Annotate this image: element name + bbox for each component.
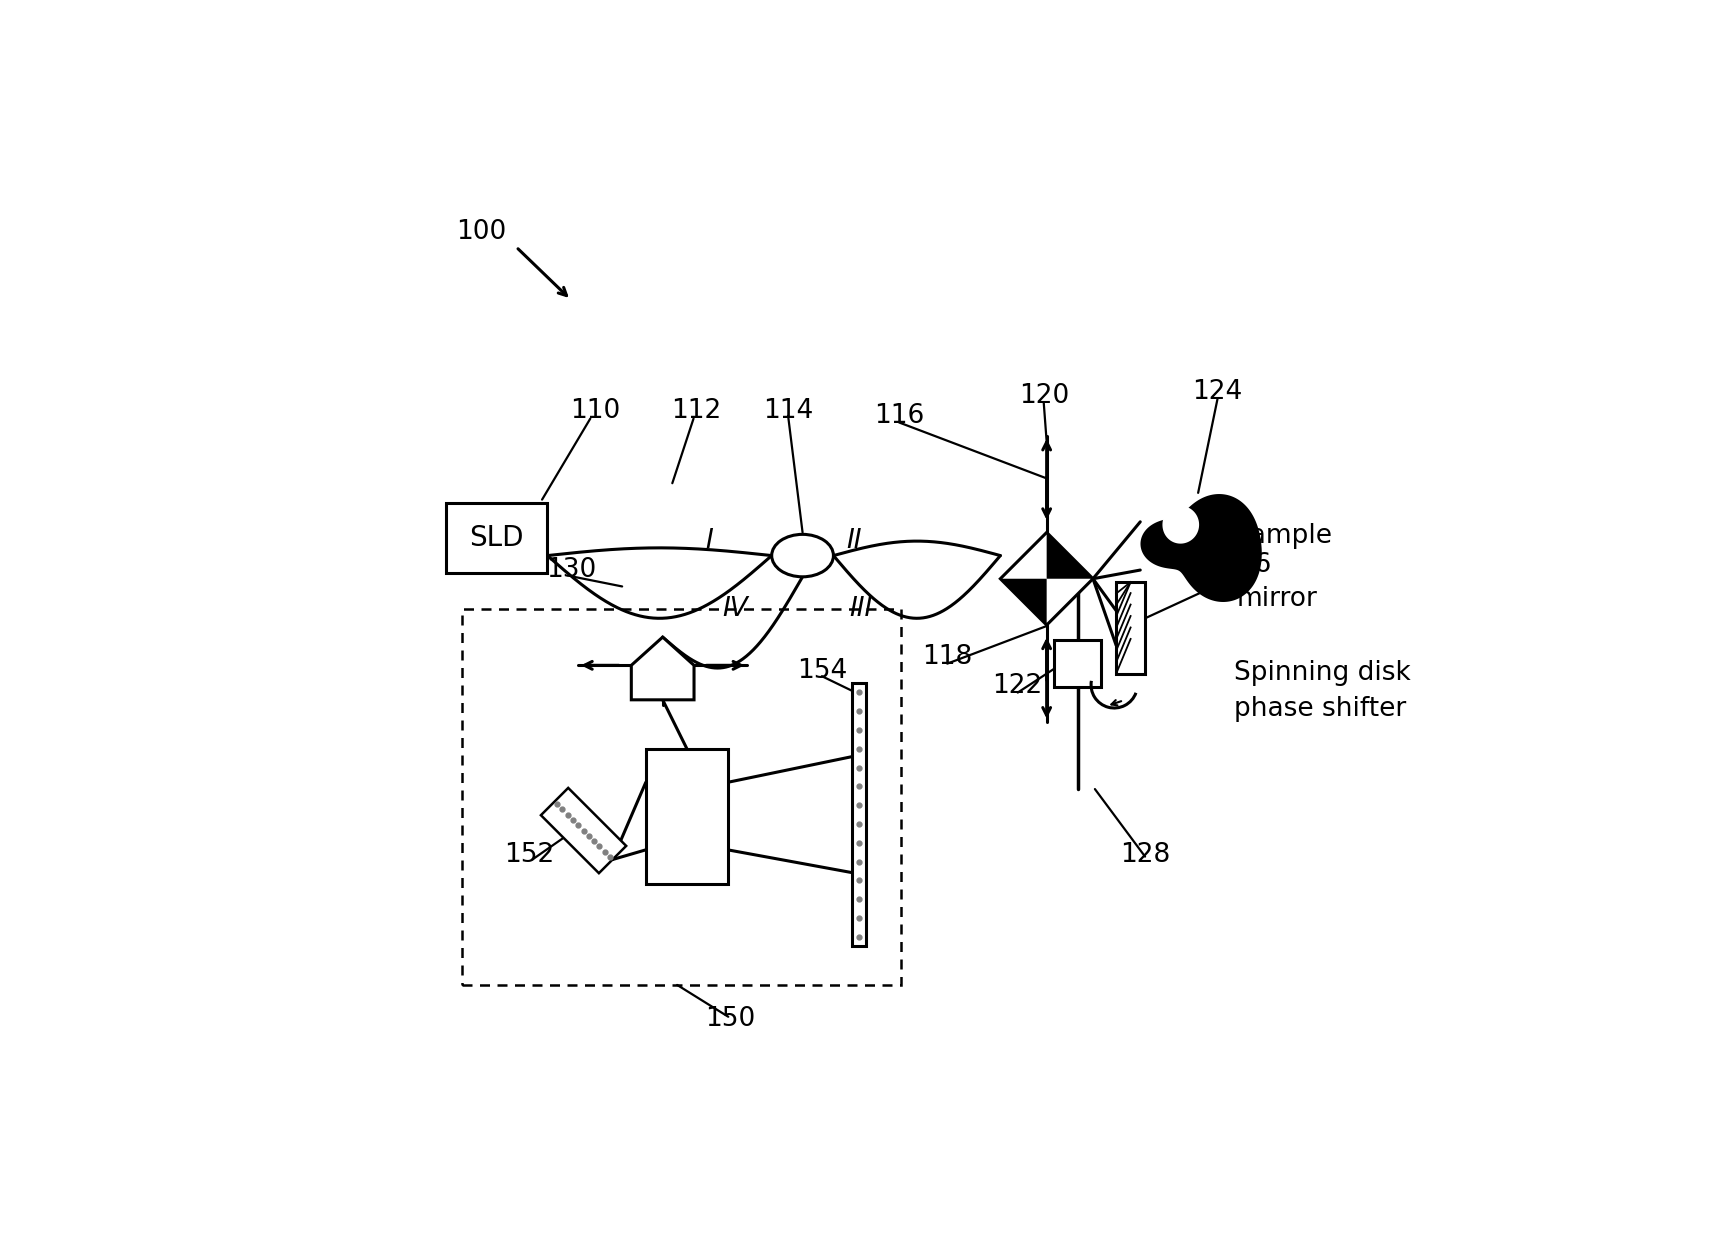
Bar: [646, 748, 728, 883]
Text: 124: 124: [1193, 378, 1243, 405]
Text: III: III: [849, 595, 872, 621]
Text: II: II: [846, 528, 861, 554]
Text: 154: 154: [797, 658, 847, 684]
Polygon shape: [1162, 506, 1200, 544]
Text: mirror: mirror: [1238, 586, 1317, 611]
Text: SLD: SLD: [469, 524, 525, 553]
Polygon shape: [1001, 533, 1093, 625]
Text: 130: 130: [545, 558, 595, 583]
Text: 118: 118: [922, 644, 972, 670]
Ellipse shape: [772, 534, 834, 576]
Text: 114: 114: [763, 398, 813, 424]
Text: 126: 126: [1222, 553, 1272, 578]
Polygon shape: [540, 788, 627, 873]
Text: sample: sample: [1238, 524, 1332, 549]
Polygon shape: [1001, 579, 1046, 625]
Polygon shape: [1046, 533, 1093, 579]
Text: 120: 120: [1018, 383, 1068, 410]
Text: 112: 112: [671, 398, 721, 424]
Text: Spinning disk
phase shifter: Spinning disk phase shifter: [1234, 659, 1410, 722]
Polygon shape: [632, 637, 694, 700]
Text: 128: 128: [1120, 842, 1170, 867]
Text: IV: IV: [721, 595, 747, 621]
Text: 122: 122: [992, 673, 1043, 699]
Bar: [463, 609, 901, 985]
Text: I: I: [706, 528, 713, 554]
Bar: [1055, 640, 1101, 687]
Bar: [445, 504, 547, 573]
Text: 152: 152: [504, 842, 554, 867]
Text: 150: 150: [706, 1006, 756, 1031]
Polygon shape: [1141, 495, 1260, 601]
Text: 100: 100: [456, 219, 506, 246]
Bar: [851, 683, 866, 946]
Text: 116: 116: [873, 402, 923, 429]
Text: 110: 110: [570, 398, 620, 424]
Bar: [1117, 583, 1144, 674]
